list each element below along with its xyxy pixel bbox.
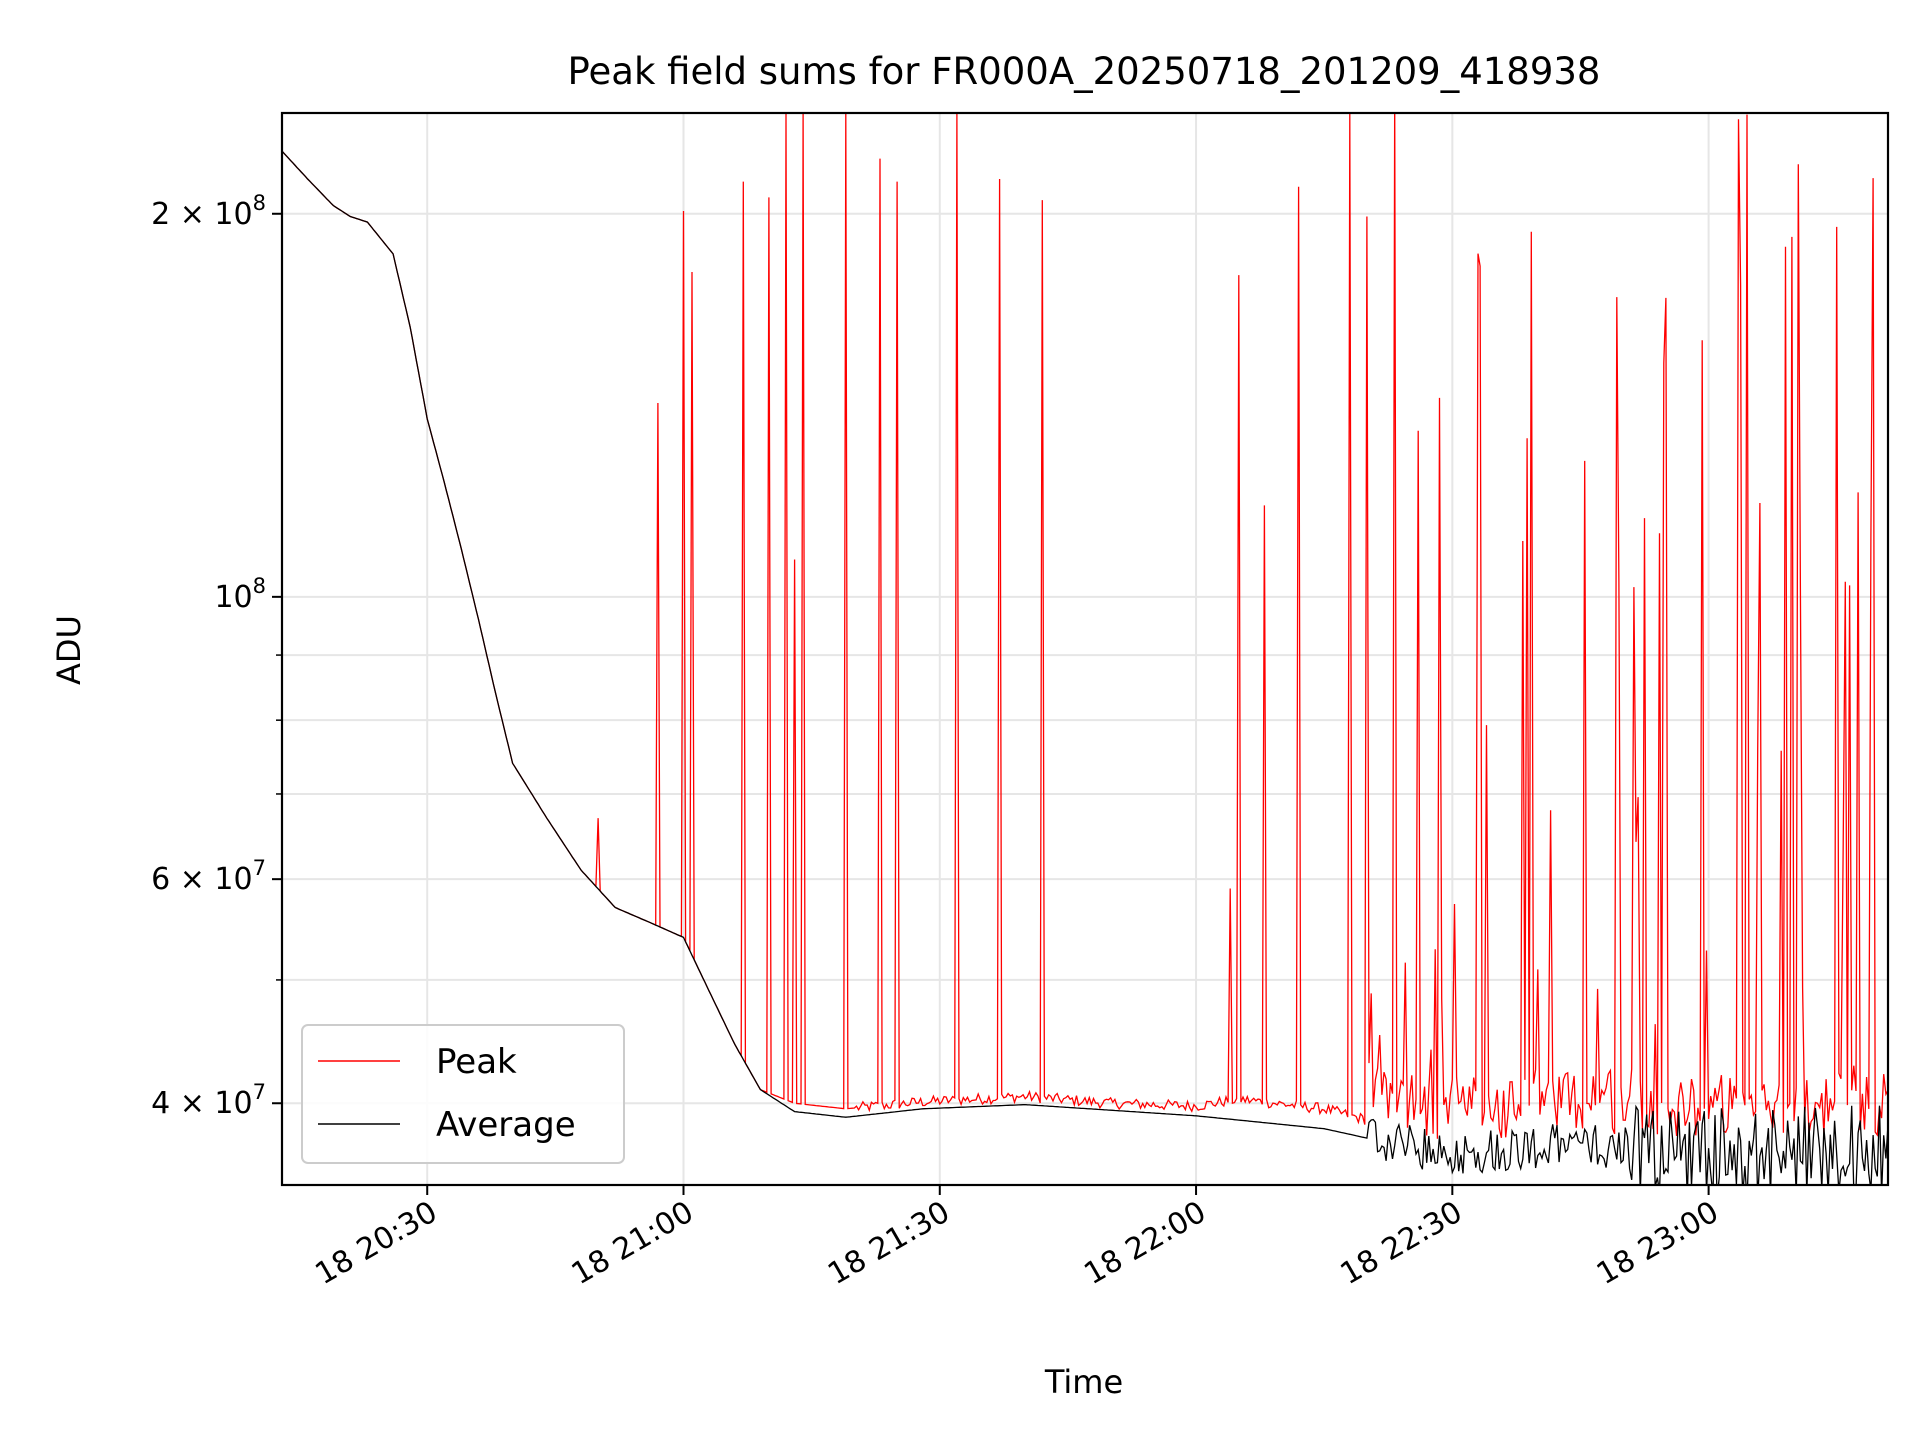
- x-tick-label: 18 22:00: [1078, 1195, 1212, 1292]
- x-tick-label: 18 20:30: [310, 1195, 444, 1292]
- x-tick-label: 18 23:00: [1591, 1195, 1725, 1292]
- y-tick-label: 4 × 107: [151, 1080, 266, 1121]
- series-layer: [282, 113, 1888, 1185]
- y-tick-label: 6 × 107: [151, 856, 266, 897]
- legend-average-label: Average: [436, 1105, 576, 1145]
- x-axis-label: Time: [1044, 1363, 1123, 1401]
- x-tick-label: 18 22:30: [1335, 1195, 1469, 1292]
- chart-title: Peak field sums for FR000A_20250718_2012…: [568, 50, 1601, 93]
- x-tick-label: 18 21:00: [566, 1195, 700, 1292]
- y-tick-label: 108: [214, 574, 266, 615]
- series-peak-line: [282, 113, 1888, 1139]
- grid: [282, 113, 1888, 1185]
- y-tick-label: 2 × 108: [151, 191, 266, 232]
- y-axis-label: ADU: [50, 615, 88, 685]
- legend-peak-label: Peak: [436, 1042, 517, 1082]
- series-average-line: [282, 150, 1888, 1185]
- legend-box: [301, 1024, 625, 1164]
- legend: Peak Average: [301, 1024, 625, 1164]
- plot-frame: [280, 111, 1890, 1187]
- x-tick-label: 18 21:30: [822, 1195, 956, 1292]
